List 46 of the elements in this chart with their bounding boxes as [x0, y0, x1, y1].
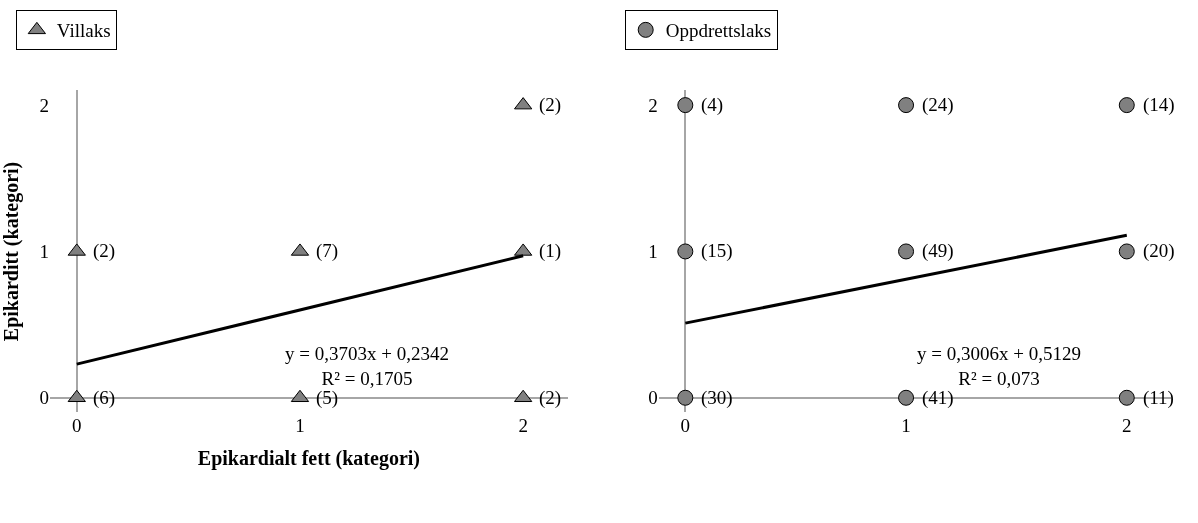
- x-tick-label: 2: [518, 415, 528, 437]
- point: [67, 389, 86, 403]
- legend-label: Oppdrettslaks: [665, 20, 772, 42]
- annotation: (24): [922, 94, 954, 116]
- point: [1118, 97, 1135, 114]
- legend-label: Villaks: [56, 20, 111, 42]
- point: [677, 243, 694, 260]
- annotation: (1): [539, 240, 562, 262]
- point: [1118, 389, 1135, 406]
- x-tick-label: 2: [1122, 415, 1132, 437]
- point: [898, 389, 915, 406]
- y-tick-label: 1: [648, 241, 658, 263]
- annotation: (30): [701, 387, 733, 409]
- annotation: (49): [922, 240, 954, 262]
- y-tick-label: 2: [648, 94, 658, 116]
- point: [677, 389, 694, 406]
- annotation: (20): [1143, 240, 1175, 262]
- annotation: y = 0,3703x + 0,2342 R² = 0,1705: [285, 343, 449, 389]
- annotation: (7): [316, 240, 339, 262]
- y-axis-title: Epikarditt (kategori): [0, 161, 23, 342]
- annotation: (2): [93, 240, 116, 262]
- annotation: (5): [316, 387, 339, 409]
- annotation: (6): [93, 387, 116, 409]
- point: [513, 389, 533, 403]
- y-tick-label: 0: [39, 387, 49, 409]
- annotation: y = 0,3006x + 0,5129 R² = 0,073: [917, 343, 1081, 389]
- point: [677, 97, 694, 114]
- x-tick-label: 1: [295, 415, 305, 437]
- point: [1118, 243, 1135, 260]
- x-tick-label: 1: [901, 415, 911, 437]
- annotation: (4): [701, 94, 724, 116]
- point: [290, 389, 310, 403]
- y-tick-label: 2: [39, 94, 49, 116]
- annotation: (15): [701, 240, 733, 262]
- annotation: (14): [1143, 94, 1175, 116]
- x-tick-label: 0: [72, 415, 82, 437]
- annotation: (2): [539, 94, 562, 116]
- y-tick-label: 1: [39, 241, 49, 263]
- annotation: (11): [1143, 387, 1174, 409]
- annotation: (2): [539, 387, 562, 409]
- point: [898, 243, 915, 260]
- y-tick-label: 0: [648, 387, 658, 409]
- annotation: (41): [922, 387, 954, 409]
- x-tick-label: 0: [680, 415, 691, 437]
- x-axis-title: Epikardialt fett (kategori): [197, 446, 420, 470]
- point: [898, 97, 915, 114]
